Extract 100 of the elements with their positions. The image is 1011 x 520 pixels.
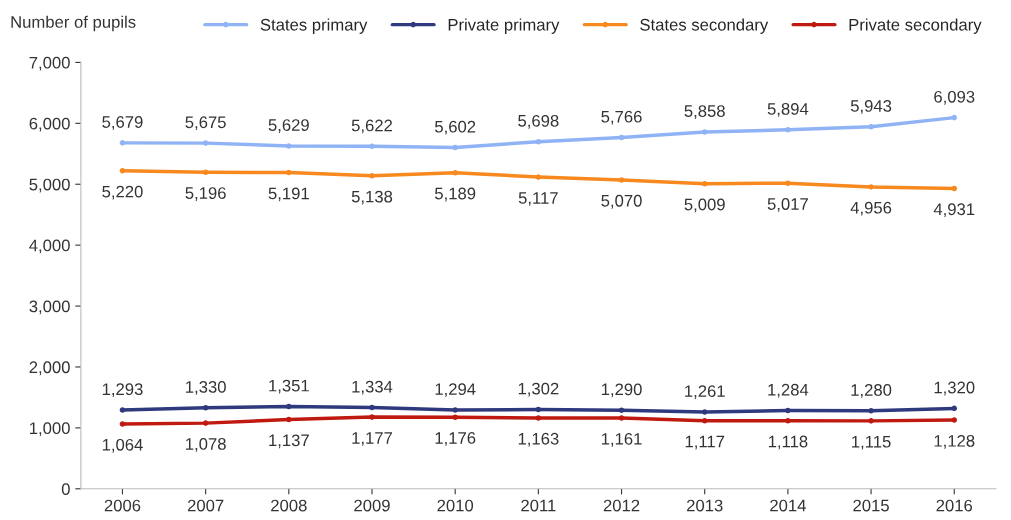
data-label: 5,698 xyxy=(518,114,559,129)
legend-label: Private primary xyxy=(448,18,560,34)
point xyxy=(701,129,708,135)
data-label: 5,894 xyxy=(767,103,809,117)
point xyxy=(951,185,958,192)
data-label: 5,943 xyxy=(850,100,892,114)
data-label: 1,163 xyxy=(518,432,559,447)
data-label: 5,189 xyxy=(434,187,476,202)
point xyxy=(618,415,625,421)
data-label: 1,078 xyxy=(186,438,226,452)
data-label: 1,161 xyxy=(601,432,642,447)
legend-label: States secondary xyxy=(640,18,769,34)
point xyxy=(119,421,126,427)
point xyxy=(286,416,292,423)
y-tick-label: 2,000 xyxy=(29,361,70,376)
point xyxy=(202,169,209,176)
x-tick-label: 2008 xyxy=(271,499,307,512)
point xyxy=(701,409,708,415)
point xyxy=(452,414,458,420)
point xyxy=(452,144,458,151)
x-tick-label: 2014 xyxy=(770,499,806,512)
data-label: 5,220 xyxy=(102,185,143,200)
data-label: 1,118 xyxy=(768,435,808,450)
x-tick-label: 2007 xyxy=(187,499,224,512)
point xyxy=(951,405,958,412)
point xyxy=(286,403,292,410)
point xyxy=(119,168,126,174)
data-label: 1,290 xyxy=(601,383,642,398)
point xyxy=(868,408,874,414)
point xyxy=(535,406,542,413)
point xyxy=(286,143,292,149)
point xyxy=(202,140,209,146)
point xyxy=(286,169,292,176)
data-label: 5,117 xyxy=(518,192,558,206)
point xyxy=(535,138,542,145)
y-tick-label: 6,000 xyxy=(29,117,70,132)
x-tick-label: 2012 xyxy=(603,499,640,512)
point xyxy=(951,114,958,121)
point xyxy=(119,407,126,413)
data-label: 1,320 xyxy=(934,381,975,396)
data-label: 1,128 xyxy=(934,434,975,449)
point xyxy=(369,143,375,150)
data-label: 5,196 xyxy=(185,187,226,201)
data-label: 1,117 xyxy=(685,435,725,450)
data-label: 1,137 xyxy=(269,434,309,449)
y-axis-title: Number of pupils xyxy=(11,15,136,32)
data-label: 1,330 xyxy=(186,381,226,395)
data-label: 5,629 xyxy=(268,119,309,133)
x-tick-label: 2011 xyxy=(521,499,556,512)
y-tick-label: 5,000 xyxy=(29,178,70,193)
point xyxy=(369,404,375,411)
data-label: 4,956 xyxy=(850,201,892,216)
x-tick-label: 2009 xyxy=(354,499,390,512)
point xyxy=(535,174,542,180)
data-label: 5,070 xyxy=(601,194,642,209)
y-tick-label: 1,000 xyxy=(30,422,70,437)
x-tick-label: 2016 xyxy=(936,499,973,512)
x-tick-label: 2013 xyxy=(687,499,723,512)
point xyxy=(868,418,874,424)
data-label: 1,261 xyxy=(685,385,725,399)
y-tick-label: 7,000 xyxy=(29,56,70,71)
data-label: 5,675 xyxy=(185,116,226,131)
point xyxy=(785,180,791,186)
y-tick-label: 0 xyxy=(61,483,70,495)
point xyxy=(951,417,958,423)
data-label: 5,017 xyxy=(767,198,808,212)
data-label: 1,293 xyxy=(102,383,143,398)
point xyxy=(701,417,708,424)
data-label: 1,334 xyxy=(352,380,393,395)
y-tick-label: 3,000 xyxy=(29,300,70,315)
data-label: 5,191 xyxy=(268,187,309,202)
data-label: 5,622 xyxy=(351,119,393,134)
data-label: 5,009 xyxy=(684,198,725,213)
point xyxy=(785,407,791,414)
data-label: 5,679 xyxy=(102,116,143,130)
data-label: 1,064 xyxy=(102,438,143,453)
point xyxy=(369,414,375,420)
y-tick-label: 4,000 xyxy=(29,239,70,254)
point xyxy=(369,173,375,179)
legend-label: States primary xyxy=(260,18,368,34)
data-label: 1,177 xyxy=(352,432,393,446)
x-tick-label: 2006 xyxy=(104,499,141,512)
x-tick-label: 2015 xyxy=(853,499,889,512)
data-label: 1,284 xyxy=(768,383,809,398)
point xyxy=(535,415,542,421)
data-label: 1,115 xyxy=(852,435,891,450)
point xyxy=(868,184,874,190)
data-label: 5,766 xyxy=(601,110,642,125)
point xyxy=(785,417,791,424)
data-label: 5,602 xyxy=(434,120,476,135)
data-label: 1,176 xyxy=(435,432,476,446)
data-label: 4,931 xyxy=(933,203,975,218)
point xyxy=(618,134,625,141)
point xyxy=(202,405,209,411)
data-label: 1,294 xyxy=(435,383,476,397)
point xyxy=(785,126,791,133)
point xyxy=(618,407,625,413)
data-label: 1,302 xyxy=(518,382,559,397)
point xyxy=(701,180,708,187)
point xyxy=(618,177,625,183)
